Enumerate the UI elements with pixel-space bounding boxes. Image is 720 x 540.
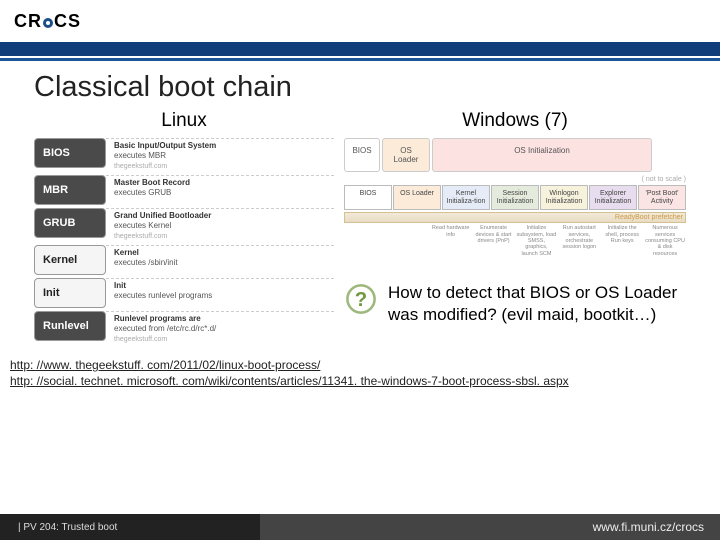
win-top-box: OS Initialization (432, 138, 652, 172)
stage-desc: Initexecutes runlevel programs (106, 278, 334, 308)
win-desc (387, 224, 429, 258)
windows-column: Windows (7) BIOSOS LoaderOS Initializati… (344, 110, 686, 347)
windows-descs: Read hardware infoEnumerate devices & st… (344, 224, 686, 258)
stage-desc: Master Boot Recordexecutes GRUB (106, 175, 334, 205)
link-1[interactable]: http: //www. thegeekstuff. com/2011/02/l… (10, 357, 720, 373)
win-desc: Read hardware info (430, 224, 472, 258)
win-segment: BIOS (344, 185, 392, 210)
question-text: How to detect that BIOS or OS Loader was… (388, 282, 686, 326)
win-desc: Numerous services consuming CPU & disk r… (644, 224, 686, 258)
win-desc: Initialize subsystem, load SMSS, graphic… (516, 224, 558, 258)
footer-left: | PV 204: Trusted boot (0, 514, 260, 540)
win-desc (344, 224, 386, 258)
win-segment: Kernel Initializa-tion (442, 185, 490, 210)
stage-badge: MBR (34, 175, 106, 205)
question-icon: ? (344, 282, 378, 316)
blue-bar (0, 42, 720, 56)
stage-badge: BIOS (34, 138, 106, 168)
scale-note: ( not to scale ) (344, 176, 686, 183)
reference-links: http: //www. thegeekstuff. com/2011/02/l… (10, 357, 720, 389)
linux-heading: Linux (34, 110, 334, 132)
stage-desc: Runlevel programs areexecuted from /etc/… (106, 311, 334, 345)
stage-badge: Kernel (34, 245, 106, 275)
footer-right: www.fi.muni.cz/crocs (260, 514, 720, 540)
windows-segments: BIOSOS LoaderKernel Initializa-tionSessi… (344, 185, 686, 210)
win-segment: Winlogon Initialization (540, 185, 588, 210)
linux-stage: InitInitexecutes runlevel programs (34, 278, 334, 308)
win-segment: 'Post Boot' Activity (638, 185, 686, 210)
svg-text:?: ? (355, 289, 367, 311)
win-desc: Enumerate devices & start drivers (PnP) (473, 224, 515, 258)
stage-desc: Grand Unified Bootloaderexecutes Kernelt… (106, 208, 334, 242)
win-desc: Initialize the shell, process Run keys (601, 224, 643, 258)
readyboot-bar: ReadyBoot prefetcher (344, 212, 686, 223)
stage-badge: Runlevel (34, 311, 106, 341)
linux-stage: MBRMaster Boot Recordexecutes GRUB (34, 175, 334, 205)
logo: CRCS (14, 11, 81, 32)
slide-body: Classical boot chain Linux BIOSBasic Inp… (0, 61, 720, 347)
slide-title: Classical boot chain (34, 71, 686, 104)
stage-desc: Basic Input/Output Systemexecutes MBRthe… (106, 138, 334, 172)
stage-badge: GRUB (34, 208, 106, 238)
windows-top-row: BIOSOS LoaderOS Initialization (344, 138, 686, 172)
win-top-box: BIOS (344, 138, 380, 172)
win-top-box: OS Loader (382, 138, 430, 172)
win-segment: Session Initialization (491, 185, 539, 210)
windows-heading: Windows (7) (344, 110, 686, 132)
win-segment: OS Loader (393, 185, 441, 210)
linux-stage: BIOSBasic Input/Output Systemexecutes MB… (34, 138, 334, 172)
linux-stage: RunlevelRunlevel programs areexecuted fr… (34, 311, 334, 345)
header: CRCS (0, 0, 720, 42)
link-2[interactable]: http: //social. technet. microsoft. com/… (10, 373, 720, 389)
win-segment: Explorer Initialization (589, 185, 637, 210)
question-block: ? How to detect that BIOS or OS Loader w… (344, 282, 686, 326)
stage-badge: Init (34, 278, 106, 308)
win-desc: Run autostart services, orchestrate sess… (558, 224, 600, 258)
linux-stage: GRUBGrand Unified Bootloaderexecutes Ker… (34, 208, 334, 242)
linux-stage: KernelKernelexecutes /sbin/init (34, 245, 334, 275)
linux-column: Linux BIOSBasic Input/Output Systemexecu… (34, 110, 334, 347)
stage-desc: Kernelexecutes /sbin/init (106, 245, 334, 275)
footer: | PV 204: Trusted boot www.fi.muni.cz/cr… (0, 514, 720, 540)
